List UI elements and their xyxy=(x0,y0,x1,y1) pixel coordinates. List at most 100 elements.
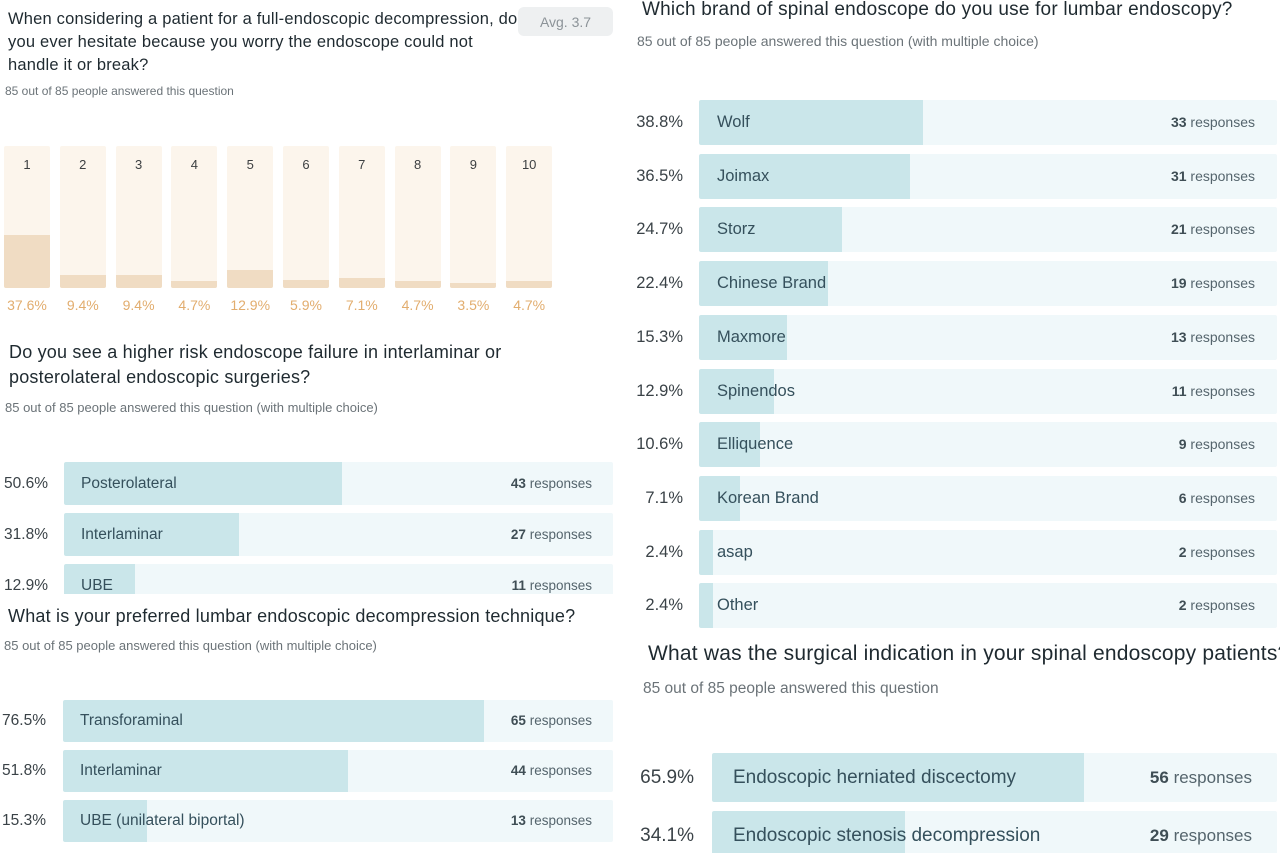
option-row[interactable]: 38.8% Wolf 33 responses xyxy=(632,100,1280,145)
question-hesitate-break: When considering a patient for a full-en… xyxy=(0,0,620,330)
scale-label: 4 xyxy=(190,157,198,172)
option-bar-fill xyxy=(699,368,774,414)
scale-percentage: 37.6% xyxy=(7,297,47,313)
option-label: Endoscopic stenosis decompression xyxy=(733,825,1041,846)
response-count: 6 xyxy=(1178,489,1187,506)
option-percentage: 34.1% xyxy=(640,825,694,846)
scale-option[interactable]: 6 5.9% xyxy=(283,146,329,321)
option-bar[interactable]: UBE (unilateral biportal) 13 responses xyxy=(63,800,613,842)
scale-bar[interactable]: 6 xyxy=(283,146,329,288)
option-bar[interactable]: Posterolateral 43 responses xyxy=(64,462,613,505)
option-percentage: 7.1% xyxy=(645,488,683,507)
scale-option[interactable]: 7 7.1% xyxy=(338,146,385,321)
option-bar[interactable]: Elliquence 9 responses xyxy=(699,422,1277,468)
option-row[interactable]: 34.1% Endoscopic stenosis decompression 29… xyxy=(632,811,1280,853)
option-bar[interactable]: Interlaminar 44 responses xyxy=(63,750,613,792)
scale-option[interactable]: 5 12.9% xyxy=(227,146,274,321)
scale-option[interactable]: 10 4.7% xyxy=(506,146,553,321)
scale-label: 9 xyxy=(469,157,477,172)
option-bar[interactable]: Spinendos 11 responses xyxy=(699,368,1277,414)
response-unit: responses xyxy=(1173,826,1252,845)
average-badge: Avg. 3.7 xyxy=(518,7,613,36)
option-row[interactable]: 15.3% UBE (unilateral biportal) 13 respons… xyxy=(0,800,620,842)
answered-count: 85 out of 85 people answered this questi… xyxy=(5,400,378,415)
option-responses: 43 responses xyxy=(511,462,592,505)
answered-count: 85 out of 85 people answered this questi… xyxy=(643,680,939,697)
question-surgical-indication: What was the surgical indication in your… xyxy=(632,638,1280,708)
scale-percentage: 7.1% xyxy=(345,297,378,313)
option-bar[interactable]: Korean Brand 6 responses xyxy=(699,475,1277,521)
response-unit: responses xyxy=(529,813,592,828)
option-bar[interactable]: Chinese Brand 19 responses xyxy=(699,261,1277,307)
option-percentage: 76.5% xyxy=(2,712,46,729)
scale-bar[interactable]: 10 xyxy=(506,146,553,288)
option-row[interactable]: 76.5% Transforaminal 65 responses xyxy=(0,700,620,742)
option-row[interactable]: 51.8% Interlaminar 44 responses xyxy=(0,750,620,792)
scale-label: 6 xyxy=(302,157,310,172)
option-bar[interactable]: Other 2 responses xyxy=(699,583,1277,629)
option-responses: 2 responses xyxy=(1179,530,1255,575)
scale-bar[interactable]: 8 xyxy=(394,146,441,288)
scale-option[interactable]: 2 9.4% xyxy=(59,146,106,321)
scale-bar-fill xyxy=(450,283,497,288)
scale-bar[interactable]: 9 xyxy=(450,146,497,288)
response-unit: responses xyxy=(1190,328,1255,345)
option-row[interactable]: 65.9% Endoscopic herniated discectomy 56 r… xyxy=(632,753,1280,802)
scale-option[interactable]: 1 37.6% xyxy=(4,146,50,321)
scale-bar[interactable]: 7 xyxy=(338,146,385,288)
option-row[interactable]: 10.6% Elliquence 9 responses xyxy=(632,422,1280,468)
scale-option[interactable]: 8 4.7% xyxy=(394,146,441,321)
response-unit: responses xyxy=(1173,768,1252,787)
option-row[interactable]: 12.9% Spinendos 11 responses xyxy=(632,368,1280,414)
option-bar[interactable]: Maxmore 13 responses xyxy=(699,314,1277,360)
option-row[interactable]: 50.6% Posterolateral 43 responses xyxy=(0,462,620,505)
option-bar-fill xyxy=(64,462,342,505)
option-responses: 29 responses xyxy=(1150,811,1252,853)
option-bar[interactable]: Interlaminar 27 responses xyxy=(64,513,613,556)
option-bar[interactable]: Wolf 33 responses xyxy=(699,100,1277,145)
question-endoscope-brand: Which brand of spinal endoscope do you u… xyxy=(632,0,1280,60)
option-bar[interactable]: Endoscopic stenosis decompression 29 resp… xyxy=(712,811,1277,853)
scale-bar[interactable]: 3 xyxy=(115,146,162,288)
scale-option[interactable]: 9 3.5% xyxy=(450,146,497,321)
response-unit: responses xyxy=(1190,167,1255,184)
option-row[interactable]: 36.5% Joimax 31 responses xyxy=(632,153,1280,199)
scale-bar[interactable]: 5 xyxy=(227,146,274,288)
option-responses: 9 responses xyxy=(1179,422,1255,467)
option-row[interactable]: 15.3% Maxmore 13 responses xyxy=(632,314,1280,360)
option-percentage: 12.9% xyxy=(4,577,48,594)
option-label: Spinendos xyxy=(717,381,795,400)
option-percentage: 36.5% xyxy=(636,166,683,185)
scale-percentage: 4.7% xyxy=(513,297,546,313)
response-unit: responses xyxy=(1190,275,1255,292)
scale-option[interactable]: 3 9.4% xyxy=(115,146,162,321)
option-row[interactable]: 12.9% UBE 11 responses xyxy=(0,564,620,594)
scale-option[interactable]: 4 4.7% xyxy=(171,146,218,321)
option-bar[interactable]: Joimax 31 responses xyxy=(699,153,1277,199)
response-count: 13 xyxy=(510,813,526,828)
scale-bar-fill xyxy=(227,269,274,288)
response-count: 9 xyxy=(1178,436,1187,453)
option-bar[interactable]: asap 2 responses xyxy=(699,529,1277,575)
option-bar[interactable]: Endoscopic herniated discectomy 56 respon… xyxy=(712,753,1277,802)
option-row[interactable]: 2.4% asap 2 responses xyxy=(632,529,1280,575)
response-count: 33 xyxy=(1170,114,1187,130)
scale-bar[interactable]: 1 xyxy=(4,146,50,288)
option-bar[interactable]: Storz 21 responses xyxy=(699,207,1277,253)
option-row[interactable]: 24.7% Storz 21 responses xyxy=(632,207,1280,253)
response-count: 11 xyxy=(1171,382,1187,399)
option-bar[interactable]: UBE 11 responses xyxy=(64,564,613,594)
option-percentage: 31.8% xyxy=(4,526,48,543)
scale-bar[interactable]: 2 xyxy=(59,146,106,288)
option-bar-fill xyxy=(712,753,1085,802)
option-row[interactable]: 22.4% Chinese Brand 19 responses xyxy=(632,261,1280,307)
option-bar-fill xyxy=(699,153,910,199)
option-row[interactable]: 7.1% Korean Brand 6 responses xyxy=(632,475,1280,521)
scale-bar[interactable]: 4 xyxy=(171,146,218,288)
response-unit: responses xyxy=(529,578,592,593)
option-label: Posterolateral xyxy=(81,475,177,492)
option-bar[interactable]: Transforaminal 65 responses xyxy=(63,700,613,742)
option-row[interactable]: 31.8% Interlaminar 27 responses xyxy=(0,513,620,556)
scale-percentage: 3.5% xyxy=(457,297,490,313)
option-row[interactable]: 2.4% Other 2 responses xyxy=(632,583,1280,629)
